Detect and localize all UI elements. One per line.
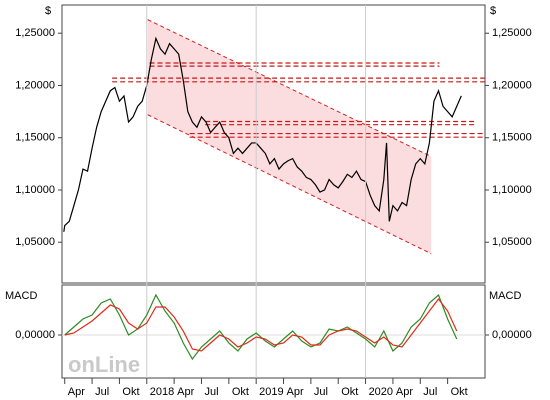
y-tick-label-right: 1,15000 (492, 132, 532, 144)
y-tick-label-right: 0,00000 (492, 329, 532, 341)
panel-title: MACD (5, 290, 37, 302)
x-tick-label: Okt (341, 386, 358, 398)
panel-title-right: MACD (489, 290, 521, 302)
x-tick-label: 2018 (150, 386, 174, 398)
x-tick-label: Okt (232, 386, 249, 398)
y-tick-label: 1,25000 (15, 27, 55, 39)
x-tick-label: Okt (451, 386, 468, 398)
x-tick-label: 2019 (259, 386, 283, 398)
x-tick-label: Jul (204, 386, 218, 398)
x-tick-label: Okt (122, 386, 139, 398)
channel-lower (147, 114, 432, 255)
x-tick-label: Apr (287, 386, 304, 398)
y-tick-label: 1,10000 (15, 184, 55, 196)
x-tick-label: 2020 (369, 386, 393, 398)
x-tick-label: Apr (68, 386, 85, 398)
panel-frame (61, 4, 486, 284)
y-tick-label-right: 1,25000 (492, 27, 532, 39)
y-tick-label: 1,15000 (15, 132, 55, 144)
y-tick-label: 1,20000 (15, 79, 55, 91)
y-unit: $ (45, 5, 51, 17)
y-tick-label-right: 1,05000 (492, 236, 532, 248)
y-tick-label-right: 1,20000 (492, 79, 532, 91)
y-tick-label: 1,05000 (15, 236, 55, 248)
y-tick-label: 0,00000 (15, 329, 55, 341)
x-tick-label: Jul (314, 386, 328, 398)
series-line (64, 298, 458, 352)
x-tick-label: Jul (95, 386, 109, 398)
x-tick-label: Apr (396, 386, 413, 398)
y-tick-label-right: 1,10000 (492, 184, 532, 196)
x-tick-label: Apr (177, 386, 194, 398)
x-tick-label: Jul (423, 386, 437, 398)
y-unit-right: $ (490, 5, 496, 17)
series-line (64, 293, 458, 361)
panel-frame (61, 284, 486, 379)
series-line (63, 36, 462, 232)
watermark: onLine (68, 352, 140, 377)
